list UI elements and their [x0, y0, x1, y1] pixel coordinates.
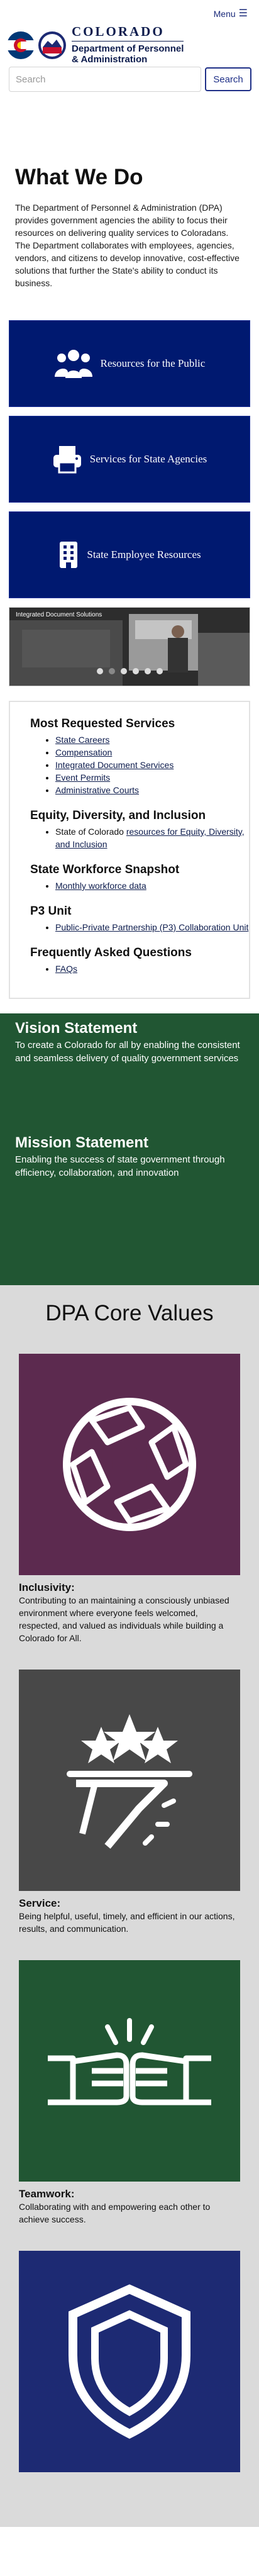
fist-bump-icon: [48, 2018, 211, 2105]
tile-label: State Employee Resources: [87, 549, 201, 560]
people-icon: [54, 350, 92, 378]
tile-label: Services for State Agencies: [89, 453, 207, 465]
carousel-dot[interactable]: [132, 668, 139, 674]
search-button[interactable]: Search: [205, 67, 251, 91]
value-card-fourth: [19, 2251, 240, 2472]
mission-body: Enabling the success of state government…: [15, 1154, 225, 1178]
search-input[interactable]: [9, 67, 201, 92]
value-description: Being helpful, useful, timely, and effic…: [19, 1911, 235, 1934]
audience-tiles: Resources for the Public Services for St…: [0, 320, 259, 598]
core-values-section: DPA Core Values Inclusivity: Contributin…: [0, 1285, 259, 2527]
list-item-prefix: State of Colorado: [55, 827, 126, 837]
state-name: COLORADO: [72, 24, 165, 39]
site-header: Menu ☰ COLORADO Department of Personnel …: [0, 0, 259, 65]
services-heading: P3 Unit: [30, 905, 72, 918]
services-list: State of Colorado resources for Equity, …: [55, 825, 249, 850]
carousel-caption: Integrated Document Solutions: [16, 611, 102, 618]
service-link[interactable]: Public-Private Partnership (P3) Collabor…: [55, 922, 249, 932]
value-image: [19, 1670, 240, 1891]
service-link[interactable]: Administrative Courts: [55, 785, 140, 795]
department-name: Department of Personnel & Administration: [72, 41, 184, 65]
carousel-dot[interactable]: [96, 668, 103, 674]
value-title: Service:: [19, 1897, 61, 1909]
image-carousel[interactable]: Integrated Document Solutions: [9, 607, 250, 686]
carousel-dots: [9, 668, 250, 674]
services-list: FAQs: [55, 962, 249, 975]
service-link[interactable]: Integrated Document Services: [55, 760, 174, 770]
services-heading: Equity, Diversity, and Inclusion: [30, 809, 206, 822]
list-item: Administrative Courts: [55, 784, 249, 796]
tile-label: Resources for the Public: [100, 357, 206, 369]
joined-hands-icon: [63, 1398, 196, 1531]
colorado-flag-logo-icon: [7, 31, 35, 59]
vision-title: Vision Statement: [15, 1020, 138, 1037]
value-image: [19, 1960, 240, 2182]
list-item: Integrated Document Services: [55, 759, 249, 771]
core-values-title: DPA Core Values: [45, 1301, 214, 1325]
printer-icon: [53, 446, 81, 474]
service-link[interactable]: FAQs: [55, 964, 78, 974]
carousel-dot[interactable]: [144, 668, 151, 674]
building-icon: [60, 542, 78, 568]
tile-services-agencies[interactable]: Services for State Agencies: [9, 416, 250, 503]
hamburger-icon: ☰: [238, 8, 248, 19]
value-title: Teamwork:: [19, 2188, 75, 2200]
list-item: Event Permits: [55, 771, 249, 784]
list-item: State Careers: [55, 733, 249, 746]
service-link[interactable]: Event Permits: [55, 772, 111, 783]
services-list: Public-Private Partnership (P3) Collabor…: [55, 921, 249, 934]
list-item: FAQs: [55, 962, 249, 975]
section-title: What We Do: [15, 165, 143, 189]
menu-button[interactable]: Menu ☰: [213, 8, 248, 20]
list-item: Public-Private Partnership (P3) Collabor…: [55, 921, 249, 934]
logo-text: COLORADO Department of Personnel & Admin…: [72, 25, 184, 65]
department-line-1: Department of Personnel: [72, 43, 184, 54]
carousel-dot[interactable]: [156, 668, 163, 674]
value-image: [19, 2251, 240, 2472]
value-card-teamwork: Teamwork: Collaborating with and empower…: [19, 1960, 240, 2226]
tile-state-employee[interactable]: State Employee Resources: [9, 511, 250, 598]
vision-mission-section: Vision Statement To create a Colorado fo…: [0, 1013, 259, 1285]
services-list: State Careers Compensation Integrated Do…: [55, 733, 249, 796]
menu-label: Menu: [213, 9, 236, 19]
serving-tray-stars-icon: [67, 1714, 192, 1849]
value-card-inclusivity: Inclusivity: Contributing to an maintain…: [19, 1354, 240, 1644]
services-heading: Frequently Asked Questions: [30, 946, 192, 959]
search-bar: Search: [0, 63, 259, 96]
list-item: Monthly workforce data: [55, 879, 249, 892]
value-image: [19, 1354, 240, 1575]
service-link[interactable]: Compensation: [55, 747, 113, 757]
services-heading: State Workforce Snapshot: [30, 863, 180, 876]
what-we-do-section: What We Do The Department of Personnel &…: [0, 96, 259, 320]
department-line-2: & Administration: [72, 54, 148, 65]
list-item: Compensation: [55, 746, 249, 759]
site-logo[interactable]: COLORADO Department of Personnel & Admin…: [6, 25, 184, 65]
service-link[interactable]: Monthly workforce data: [55, 881, 146, 891]
services-box: Most Requested Services State Careers Co…: [9, 701, 250, 999]
section-body: The Department of Personnel & Administra…: [15, 203, 240, 288]
list-item: State of Colorado resources for Equity, …: [55, 825, 249, 850]
value-description: Contributing to an maintaining a conscio…: [19, 1595, 229, 1643]
service-link[interactable]: resources for Equity, Diversity, and Inc…: [55, 827, 245, 849]
service-link[interactable]: State Careers: [55, 735, 110, 745]
shield-icon: [69, 2284, 190, 2439]
carousel-dot[interactable]: [108, 668, 115, 674]
value-title: Inclusivity:: [19, 1581, 75, 1593]
carousel-dot[interactable]: [120, 668, 127, 674]
value-card-service: Service: Being helpful, useful, timely, …: [19, 1670, 240, 1935]
services-heading: Most Requested Services: [30, 717, 175, 730]
vision-body: To create a Colorado for all by enabling…: [15, 1040, 240, 1064]
tile-resources-public[interactable]: Resources for the Public: [9, 320, 250, 407]
mission-title: Mission Statement: [15, 1134, 149, 1151]
services-list: Monthly workforce data: [55, 879, 249, 892]
value-description: Collaborating with and empowering each o…: [19, 2202, 211, 2224]
dpa-seal-icon: [38, 31, 66, 59]
carousel-slide-image: [9, 608, 250, 686]
